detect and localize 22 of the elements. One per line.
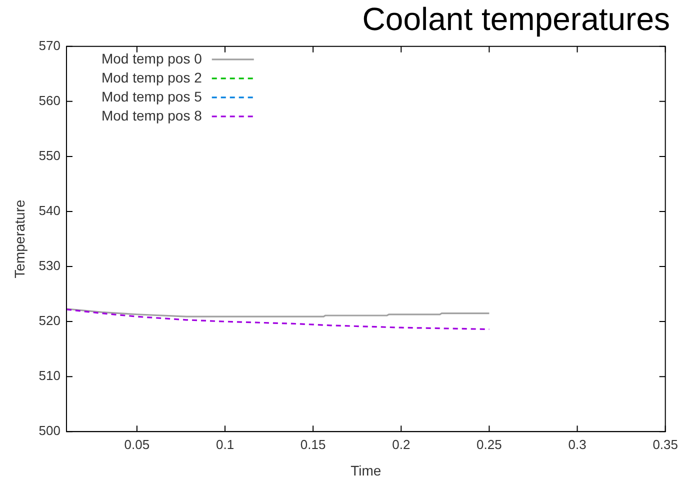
y-tick-label: 510 <box>38 368 60 384</box>
x-tick-label: 0.2 <box>392 436 410 452</box>
legend-label: Mod temp pos 8 <box>101 107 202 124</box>
y-tick-label: 560 <box>38 93 60 108</box>
x-tick-label: 0.15 <box>300 436 326 452</box>
x-axis-title: Time <box>350 462 382 478</box>
legend-label: Mod temp pos 2 <box>101 69 202 86</box>
y-axis-title: Temperature <box>11 199 28 278</box>
x-tick-label: 0.25 <box>476 436 502 452</box>
legend-label: Mod temp pos 0 <box>101 50 202 66</box>
y-tick-label: 550 <box>38 148 60 164</box>
x-tick-label: 0.05 <box>124 436 150 452</box>
x-tick-label: 0.3 <box>568 436 586 452</box>
legend-label: Mod temp pos 5 <box>101 88 202 104</box>
y-tick-label: 540 <box>38 203 60 218</box>
y-tick-label: 520 <box>38 313 60 328</box>
y-tick-label: 500 <box>38 423 60 438</box>
x-tick-label: 0.1 <box>216 436 234 452</box>
x-tick-label: 0.35 <box>652 436 678 452</box>
y-tick-label: 570 <box>38 38 60 53</box>
y-tick-label: 530 <box>38 258 60 274</box>
chart-title: Coolant temperatures <box>362 1 670 38</box>
